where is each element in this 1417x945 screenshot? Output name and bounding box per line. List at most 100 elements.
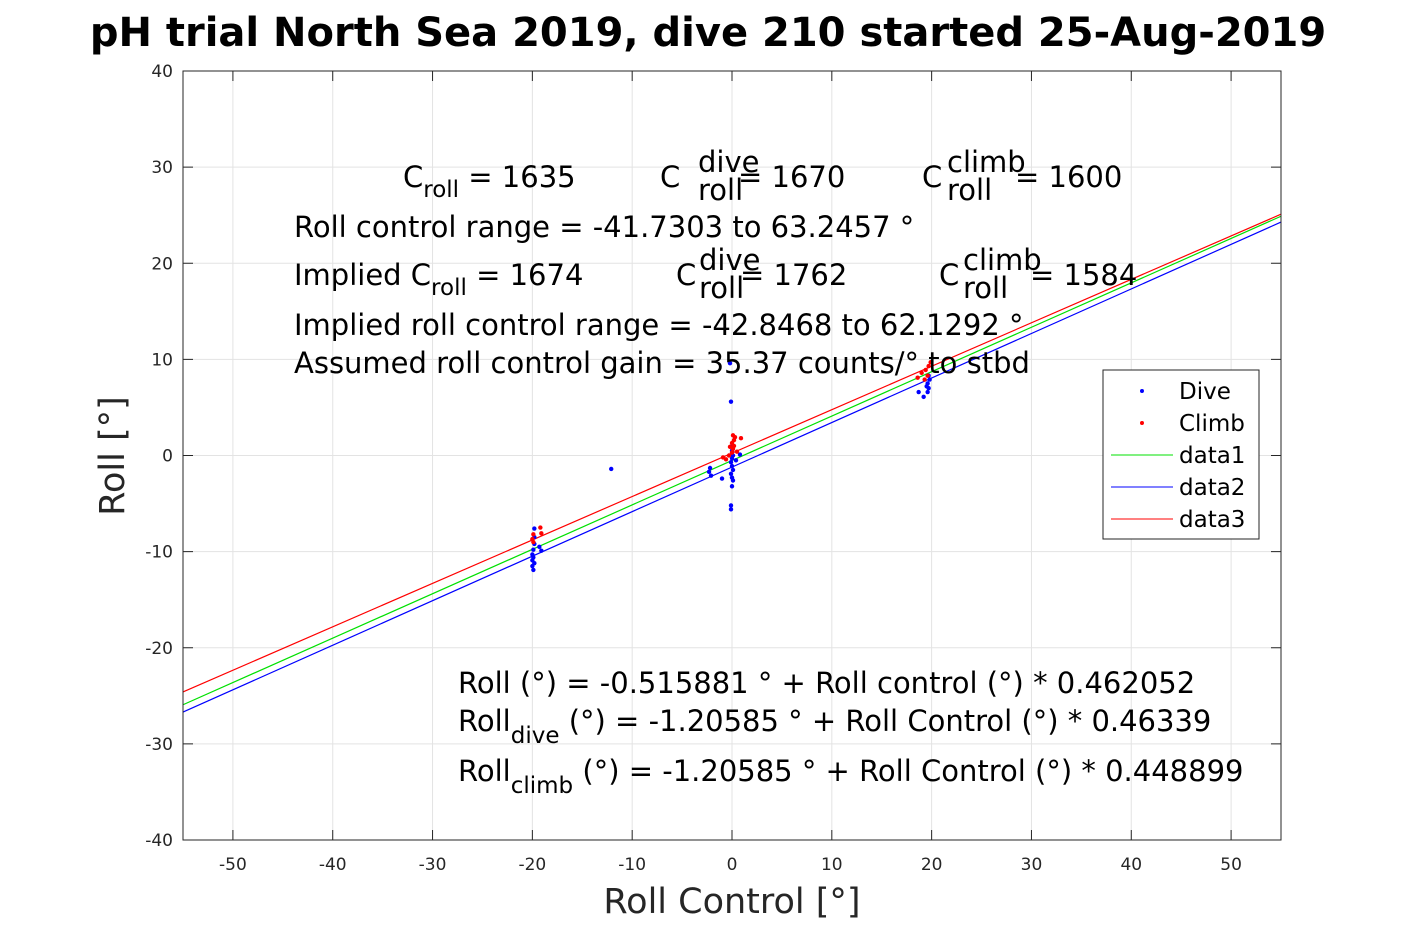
x-tick-label: 20 bbox=[921, 855, 943, 875]
dive-point bbox=[728, 399, 734, 404]
x-axis-label: Roll Control [°] bbox=[603, 882, 860, 922]
dive-point bbox=[729, 456, 735, 461]
climb-point bbox=[738, 435, 744, 441]
dive-point bbox=[728, 460, 734, 465]
annotation-roll-control-range: Roll control range = -41.7303 to 63.2457… bbox=[294, 210, 914, 244]
climb-point bbox=[923, 367, 928, 373]
climb-point bbox=[919, 370, 924, 376]
dive-point bbox=[729, 463, 735, 469]
climb-point bbox=[926, 363, 931, 369]
annotation-implied-c-roll-climb-sub: roll bbox=[963, 271, 1008, 305]
annotation-implied-c-roll-climb: C bbox=[939, 258, 959, 292]
x-tick-label: -20 bbox=[518, 855, 546, 875]
y-tick-label: -40 bbox=[145, 831, 173, 851]
x-tick-label: 0 bbox=[727, 855, 738, 875]
annotation-fit-dive: Rolldive (°) = -1.20585 ° + Roll Control… bbox=[458, 704, 1211, 749]
dive-point bbox=[532, 526, 537, 531]
dive-point bbox=[609, 466, 614, 472]
dive-point bbox=[531, 567, 536, 573]
annotation-implied-c-roll-dive-sup: dive bbox=[699, 243, 760, 277]
annotation-implied-roll-control-range: Implied roll control range = -42.8468 to… bbox=[294, 308, 1024, 342]
dive-point bbox=[728, 503, 734, 508]
dive-point bbox=[924, 384, 929, 389]
legend-marker-dive bbox=[1140, 389, 1144, 393]
annotation-implied-c-roll-climb-sup: climb bbox=[963, 243, 1042, 277]
climb-point bbox=[922, 377, 927, 382]
y-tick-label: 10 bbox=[151, 350, 173, 370]
dive-point bbox=[916, 389, 921, 395]
x-tick-label: 10 bbox=[821, 855, 843, 875]
annotation-roll-control-gain: Assumed roll control gain = 35.37 counts… bbox=[294, 346, 1030, 380]
climb-point bbox=[539, 531, 544, 536]
annotation-c-roll-climb-value: = 1600 bbox=[1015, 160, 1122, 194]
annotation-c-roll-dive-value: = 1670 bbox=[738, 160, 845, 194]
annotation-implied-c-roll-climb-value: = 1584 bbox=[1030, 258, 1137, 292]
annotation-c-roll-dive-sub: roll bbox=[698, 173, 743, 207]
legend-label-data1: data1 bbox=[1179, 443, 1245, 469]
climb-point bbox=[928, 360, 933, 365]
data-points bbox=[530, 360, 933, 573]
annotation-implied-c-roll: Implied Croll = 1674 bbox=[294, 258, 583, 301]
dive-point bbox=[737, 452, 743, 457]
y-axis-ticks: -40 -30 -20 -10 0 10 20 30 40 bbox=[145, 62, 1281, 851]
annotation-c-roll-climb-sub: roll bbox=[947, 173, 992, 207]
x-tick-label: 40 bbox=[1120, 855, 1142, 875]
x-tick-label: -40 bbox=[319, 855, 347, 875]
annotation-c-roll-dive: C bbox=[660, 160, 680, 194]
dive-point bbox=[730, 478, 736, 483]
dive-point bbox=[730, 467, 736, 473]
dive-point bbox=[728, 471, 734, 476]
dive-point bbox=[925, 389, 930, 395]
climb-point bbox=[726, 453, 732, 458]
climb-point bbox=[925, 373, 930, 378]
dive-point bbox=[537, 544, 542, 550]
climb-point bbox=[915, 375, 920, 380]
climb-point bbox=[727, 444, 733, 450]
dive-point bbox=[707, 465, 713, 471]
dive-point bbox=[708, 473, 714, 478]
y-tick-label: 40 bbox=[151, 62, 173, 82]
climb-point bbox=[531, 532, 536, 537]
legend-label-climb: Climb bbox=[1179, 411, 1245, 437]
annotation-c-roll-climb-sup: climb bbox=[947, 145, 1026, 179]
y-axis-label: Roll [°] bbox=[93, 396, 133, 516]
x-tick-label: -50 bbox=[219, 855, 247, 875]
legend-label-data3: data3 bbox=[1179, 507, 1245, 533]
dive-point bbox=[530, 563, 535, 569]
dive-point bbox=[733, 458, 739, 463]
y-tick-label: -20 bbox=[145, 639, 173, 659]
annotation-c-roll: Croll = 1635 bbox=[403, 160, 576, 203]
chart-title: pH trial North Sea 2019, dive 210 starte… bbox=[90, 10, 1326, 56]
dive-point bbox=[727, 361, 733, 366]
legend-label-dive: Dive bbox=[1179, 379, 1231, 405]
x-tick-label: 50 bbox=[1220, 855, 1242, 875]
climb-point bbox=[538, 525, 543, 530]
x-tick-label: -10 bbox=[618, 855, 646, 875]
climb-point bbox=[729, 450, 735, 455]
x-tick-label: -30 bbox=[419, 855, 447, 875]
climb-point bbox=[730, 433, 736, 438]
annotation-implied-c-roll-dive: C bbox=[676, 258, 696, 292]
dive-point bbox=[531, 547, 536, 552]
annotation-fit-climb: Rollclimb (°) = -1.20585 ° + Roll Contro… bbox=[458, 754, 1243, 799]
dive-point bbox=[539, 548, 544, 553]
annotation-c-roll-climb: C bbox=[922, 160, 942, 194]
y-tick-label: 20 bbox=[151, 254, 173, 274]
dive-point bbox=[706, 469, 712, 475]
x-axis-ticks: -50 -40 -30 -20 -10 0 10 20 30 40 50 bbox=[219, 71, 1242, 875]
legend-label-data2: data2 bbox=[1179, 475, 1245, 501]
legend-marker-climb bbox=[1140, 421, 1144, 425]
dive-point bbox=[927, 377, 932, 382]
dive-point bbox=[921, 394, 926, 400]
climb-point bbox=[531, 539, 536, 545]
y-tick-label: -10 bbox=[145, 543, 173, 563]
y-tick-label: 0 bbox=[162, 447, 173, 467]
y-tick-label: -30 bbox=[145, 735, 173, 755]
legend: Dive Climb data1 data2 data3 bbox=[1102, 369, 1260, 540]
annotation-implied-c-roll-dive-value: = 1762 bbox=[740, 258, 847, 292]
x-tick-label: 30 bbox=[1021, 855, 1043, 875]
climb-point bbox=[734, 449, 740, 454]
annotation-fit-all: Roll (°) = -0.515881 ° + Roll control (°… bbox=[458, 666, 1195, 700]
annotation-implied-c-roll-dive-sub: roll bbox=[699, 271, 744, 305]
